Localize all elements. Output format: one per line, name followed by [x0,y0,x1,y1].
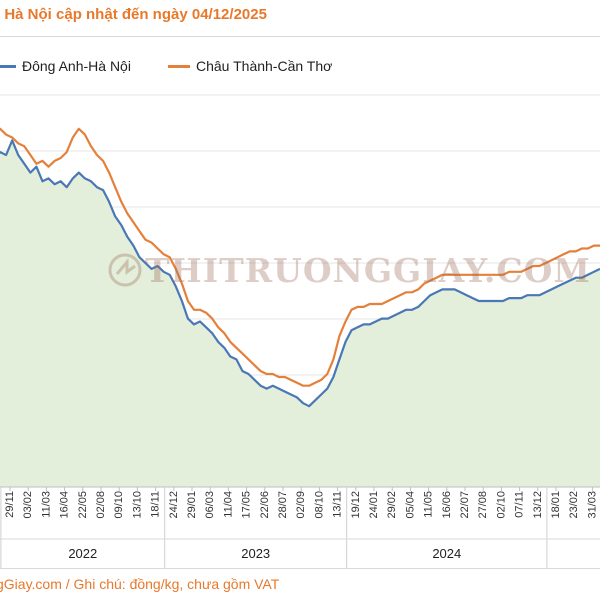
footer-divider [0,568,600,569]
x-tick-label: 18/11 [150,491,162,518]
x-tick-label: 27/08 [477,491,489,519]
series-line-chau-thanh [0,127,600,387]
x-tick-label: 29/01 [186,491,198,519]
x-tick-label: 11/03 [40,491,52,518]
watermark-logo-icon [108,253,142,287]
x-tick-label: 05/04 [404,491,416,519]
x-tick-label: 11/04 [222,491,234,518]
x-tick-label: 07/11 [514,491,526,518]
legend-label-chau-thanh: Châu Thành-Cần Thơ [196,58,333,74]
x-tick-label: 23/02 [568,491,580,519]
year-label: 2024 [432,546,461,561]
chart-legend: Đông Anh-Hà Nội Châu Thành-Cần Thơ [0,58,600,78]
x-tick-label: 06/03 [204,491,216,519]
legend-item-chau-thanh: Châu Thành-Cần Thơ [168,58,332,74]
x-tick-label: 24/01 [368,491,380,519]
legend-label-dong-anh: Đông Anh-Hà Nội [22,58,131,74]
year-label: 2022 [68,546,97,561]
title-divider [0,36,600,37]
x-tick-label: 19/12 [350,491,362,519]
footer-note: gGiay.com / Ghi chú: đồng/kg, chưa gồm V… [0,576,280,592]
x-tick-label: 08/10 [313,491,325,519]
x-tick-label: 29/11 [4,491,16,518]
x-tick-label: 16/04 [59,491,71,519]
x-tick-label: 02/09 [295,491,307,519]
x-tick-label: 03/02 [22,491,34,519]
area-fill-dong-anh [0,140,600,487]
legend-swatch-dong-anh [0,64,16,68]
legend-item-dong-anh: Đông Anh-Hà Nội [0,58,131,74]
x-tick-label: 02/08 [95,491,107,519]
year-label: 2023 [241,546,270,561]
x-tick-label: 13/10 [131,491,143,519]
watermark: THITRUONGGIAY.COM [105,250,591,290]
x-tick-label: 29/02 [386,491,398,519]
x-tick-label: 31/03 [586,491,598,519]
x-tick-label: 22/07 [459,491,471,519]
x-tick-label: 11/05 [423,491,435,518]
x-tick-label: 13/11 [332,491,344,518]
x-tick-label: 13/12 [532,491,544,519]
legend-swatch-chau-thanh [168,64,190,68]
watermark-text: THITRUONGGIAY.COM [145,250,591,290]
x-tick-label: 24/12 [168,491,180,519]
x-tick-label: 22/05 [77,491,89,519]
x-tick-label: 09/10 [113,491,125,519]
series-line-dong-anh [0,139,600,408]
x-tick-label: 18/01 [550,491,562,519]
chart-title: i Hà Nội cập nhật đến ngày 04/12/2025 [0,6,267,23]
x-tick-label: 22/06 [259,491,271,519]
x-tick-label: 28/07 [277,491,289,519]
x-tick-label: 02/10 [495,491,507,519]
x-tick-label: 17/05 [241,491,253,519]
x-tick-label: 16/06 [441,491,453,519]
